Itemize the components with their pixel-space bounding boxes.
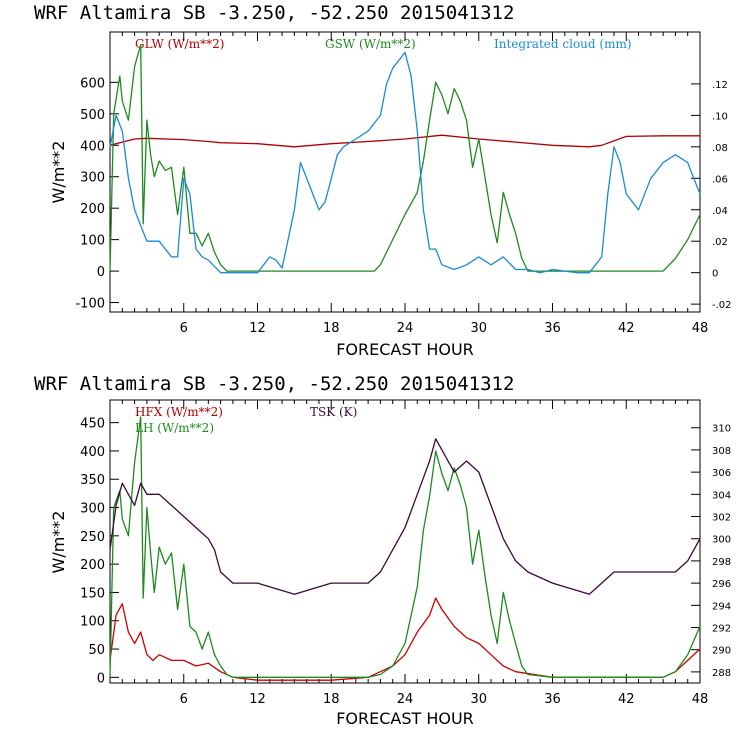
y2-tick-label: 308 <box>712 446 731 457</box>
y-tick-label: 600 <box>80 76 105 91</box>
y2-tick-label: .04 <box>712 206 728 217</box>
y-tick-label: 50 <box>88 643 105 658</box>
legend-top: GLW (W/m**2) GSW (W/m**2) Integrated clo… <box>135 37 632 51</box>
chart-panel-bottom: WRF Altamira SB -3.250, -52.250 20150413… <box>34 373 731 728</box>
legend-lh: LH (W/m**2) <box>135 421 214 435</box>
y2-tick-label: 300 <box>712 535 731 546</box>
x-tick-label: 12 <box>249 321 266 336</box>
y-axis-label-top: W/m**2 <box>49 141 68 204</box>
x-tick-label: 36 <box>544 321 561 336</box>
y2-tick-label: 296 <box>712 579 731 590</box>
x-tick-label: 36 <box>544 692 561 707</box>
plot-frame-top <box>109 31 701 313</box>
y2-tick-label: 306 <box>712 468 731 479</box>
x-tick-label: 6 <box>180 321 188 336</box>
y-tick-label: 200 <box>80 558 105 573</box>
y2-tick-label: 294 <box>712 601 731 612</box>
y2-tick-label: .06 <box>712 174 728 185</box>
series-line-integrated-cloud <box>109 51 701 274</box>
x-tick-label: 18 <box>323 321 340 336</box>
x-tick-label: 24 <box>397 692 414 707</box>
y-tick-label: 250 <box>80 530 105 545</box>
x-tick-label: 30 <box>470 692 487 707</box>
y2-tick-label: .12 <box>712 80 728 91</box>
x-axis-label-top: FORECAST HOUR <box>336 340 474 359</box>
x-tick-label: 12 <box>249 692 266 707</box>
chart-panel-top: WRF Altamira SB -3.250, -52.250 20150413… <box>34 2 732 359</box>
series-bottom <box>109 416 701 681</box>
y-tick-label: 0 <box>97 671 105 686</box>
x-tick-label: 18 <box>323 692 340 707</box>
y-tick-label: 0 <box>97 265 105 280</box>
legend-integrated-cloud: Integrated cloud (mm) <box>494 37 632 51</box>
legend-hfx: HFX (W/m**2) <box>135 405 223 419</box>
x-tick-label: 48 <box>692 321 709 336</box>
y-tick-label: 100 <box>80 615 105 630</box>
y2-tick-label: .10 <box>712 111 728 122</box>
series-line-tsk <box>109 438 701 595</box>
series-line-gsw <box>109 43 701 272</box>
y2-tick-label: .02 <box>712 237 728 248</box>
x-tick-label: 6 <box>180 692 188 707</box>
y-tick-label: 400 <box>80 139 105 154</box>
y2-tick-label: 292 <box>712 624 731 635</box>
legend-tsk: TSK (K) <box>310 405 357 419</box>
y-tick-label: -100 <box>75 297 105 312</box>
y2-tick-label: 302 <box>712 513 731 524</box>
y2-tick-label: .08 <box>712 143 728 154</box>
y-tick-label: 300 <box>80 171 105 186</box>
legend-bottom: HFX (W/m**2) LH (W/m**2) TSK (K) <box>135 405 357 435</box>
y-tick-label: 200 <box>80 202 105 217</box>
series-line-lh <box>109 416 701 678</box>
y-axis-label-bottom: W/m**2 <box>49 511 68 574</box>
series-line-hfx <box>109 597 701 681</box>
series-top <box>109 43 701 274</box>
y2-tick-label: -.02 <box>712 300 732 311</box>
y-tick-label: 400 <box>80 445 105 460</box>
x-tick-label: 42 <box>618 321 635 336</box>
y-tick-label: 350 <box>80 473 105 488</box>
y-tick-label: 450 <box>80 417 105 432</box>
y-tick-label: 300 <box>80 502 105 517</box>
y2-tick-label: 0 <box>712 269 718 280</box>
y-tick-label: 500 <box>80 108 105 123</box>
y2-tick-label: 304 <box>712 490 731 501</box>
x-tick-label: 48 <box>692 692 709 707</box>
chart-title-top: WRF Altamira SB -3.250, -52.250 20150413… <box>34 2 514 24</box>
x-axis-label-bottom: FORECAST HOUR <box>336 709 474 728</box>
x-tick-label: 24 <box>397 321 414 336</box>
y-tick-label: 100 <box>80 234 105 249</box>
ticks-bottom: 6 12 18 24 30 36 42 48 0 50 100 150 200 250 300 350 400 4… <box>80 400 731 707</box>
x-tick-label: 30 <box>470 321 487 336</box>
y2-tick-label: 288 <box>712 668 731 679</box>
ticks-top: 6 12 18 24 30 36 42 48 -100 0 100 200 300 400 500 600 -.… <box>75 32 732 336</box>
y2-tick-label: 298 <box>712 557 731 568</box>
y-tick-label: 150 <box>80 586 105 601</box>
chart-title-bottom: WRF Altamira SB -3.250, -52.250 20150413… <box>34 373 514 395</box>
y2-tick-label: 290 <box>712 646 731 657</box>
x-tick-label: 42 <box>618 692 635 707</box>
y2-tick-label: 310 <box>712 424 731 435</box>
series-line-glw <box>109 134 700 148</box>
legend-glw: GLW (W/m**2) <box>135 37 224 51</box>
legend-gsw: GSW (W/m**2) <box>325 37 416 51</box>
